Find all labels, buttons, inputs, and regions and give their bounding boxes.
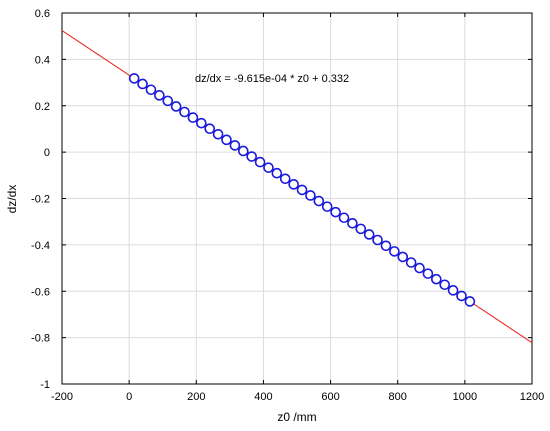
data-point [145, 84, 157, 96]
y-tick-label: 0 [44, 147, 50, 159]
data-point [305, 190, 316, 201]
y-tick-label: -0.8 [31, 333, 50, 345]
data-point [271, 167, 283, 179]
data-point [389, 246, 400, 257]
x-tick-label: 800 [389, 391, 407, 403]
data-point [422, 268, 434, 279]
y-tick-label: -0.2 [31, 194, 50, 206]
data-point [128, 73, 140, 84]
grid [61, 12, 533, 385]
data-points [128, 73, 476, 307]
data-point [405, 257, 417, 268]
y-tick-label: 0.4 [35, 54, 50, 66]
data-point [187, 112, 199, 123]
x-tick-label: 0 [126, 391, 132, 403]
y-axis-label: dz/dx [5, 185, 19, 214]
data-point [221, 134, 232, 146]
data-point [363, 229, 375, 240]
data-point [431, 273, 442, 285]
data-point [464, 296, 476, 307]
data-point [229, 140, 241, 151]
data-point [279, 173, 291, 185]
data-point [447, 285, 459, 296]
x-tick-label: -200 [51, 391, 73, 403]
y-tick-label: 0.2 [35, 101, 50, 113]
x-axis-label: z0 /mm [277, 410, 316, 424]
axis-ticks: -200 0 200 400 600 800 1000 1200 -1 -0.8 -0.6 -0.4 -… [31, 8, 544, 403]
x-tick-label: 1000 [453, 391, 477, 403]
data-point [170, 101, 182, 112]
data-point [456, 290, 467, 302]
data-point [321, 201, 333, 212]
data-point [179, 106, 190, 118]
data-point [313, 195, 325, 207]
data-point [372, 234, 383, 246]
data-point [137, 78, 148, 90]
data-point [263, 162, 274, 173]
data-point [338, 212, 350, 224]
data-point [154, 90, 165, 101]
data-point [288, 179, 299, 190]
data-point [254, 156, 266, 168]
data-point [380, 240, 392, 252]
data-point [414, 262, 425, 274]
data-point [237, 145, 249, 157]
data-point [397, 251, 409, 263]
data-point [212, 128, 224, 140]
data-point [347, 218, 358, 229]
y-tick-label: -0.6 [31, 286, 50, 298]
x-tick-label: 600 [321, 391, 339, 403]
data-point [204, 123, 216, 135]
data-point [296, 184, 308, 196]
x-tick-label: 1200 [520, 391, 544, 403]
y-tick-label: -1 [40, 379, 50, 391]
data-point [246, 151, 257, 162]
data-point [355, 223, 367, 235]
data-point [162, 95, 174, 107]
data-point [196, 117, 207, 129]
y-tick-label: -0.4 [31, 240, 50, 252]
data-point [330, 206, 341, 218]
fit-equation-annotation: dz/dx = -9.615e-04 * z0 + 0.332 [195, 73, 349, 85]
data-point [439, 279, 451, 291]
x-tick-label: 400 [254, 391, 272, 403]
x-tick-label: 200 [187, 391, 205, 403]
y-tick-label: 0.6 [35, 8, 50, 20]
